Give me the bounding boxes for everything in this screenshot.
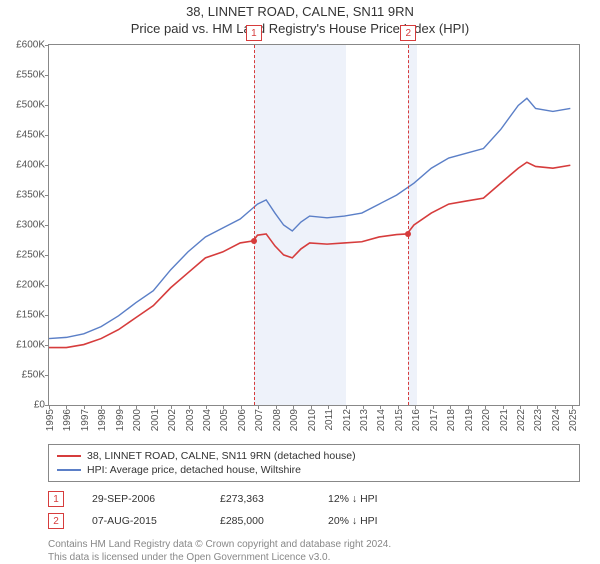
x-axis-label: 2020 <box>481 409 492 431</box>
x-axis-label: 2018 <box>446 409 457 431</box>
x-axis-label: 2000 <box>132 409 143 431</box>
sale-delta: 20% ↓ HPI <box>328 515 378 527</box>
x-axis-label: 2008 <box>272 409 283 431</box>
x-axis-label: 2025 <box>568 409 579 431</box>
x-axis-label: 2014 <box>376 409 387 431</box>
sale-row: 2 07-AUG-2015 £285,000 20% ↓ HPI <box>48 510 580 532</box>
chart-subtitle: Price paid vs. HM Land Registry's House … <box>0 21 600 36</box>
sale-marker-box: 1 <box>246 25 262 41</box>
y-axis-label: £300K <box>16 220 45 231</box>
legend: 38, LINNET ROAD, CALNE, SN11 9RN (detach… <box>48 444 580 482</box>
y-axis-label: £100K <box>16 340 45 351</box>
x-axis-label: 2016 <box>411 409 422 431</box>
x-axis-label: 2001 <box>150 409 161 431</box>
chart-plot-area: £0£50K£100K£150K£200K£250K£300K£350K£400… <box>48 44 580 406</box>
legend-swatch <box>57 455 81 457</box>
x-axis-label: 2003 <box>185 409 196 431</box>
sales-list: 1 29-SEP-2006 £273,363 12% ↓ HPI 2 07-AUG-201… <box>48 488 580 532</box>
y-axis-label: £500K <box>16 100 45 111</box>
x-axis-label: 2015 <box>394 409 405 431</box>
legend-item: HPI: Average price, detached house, Wilt… <box>57 463 571 477</box>
sale-number-box: 1 <box>48 491 64 507</box>
chart-title: 38, LINNET ROAD, CALNE, SN11 9RN <box>0 4 600 19</box>
y-axis-label: £400K <box>16 160 45 171</box>
sale-number-box: 2 <box>48 513 64 529</box>
x-axis-label: 2023 <box>533 409 544 431</box>
legend-item: 38, LINNET ROAD, CALNE, SN11 9RN (detach… <box>57 449 571 463</box>
sale-vertical-line <box>254 45 255 405</box>
legend-swatch <box>57 469 81 471</box>
y-axis-label: £550K <box>16 70 45 81</box>
sale-price: £273,363 <box>220 493 300 505</box>
series-hpi <box>49 98 570 338</box>
sale-dot <box>405 231 411 237</box>
y-axis-label: £200K <box>16 280 45 291</box>
footer: Contains HM Land Registry data © Crown c… <box>48 538 580 564</box>
x-axis-label: 1998 <box>97 409 108 431</box>
sale-vertical-line <box>408 45 409 405</box>
y-axis-label: £0 <box>34 400 45 411</box>
footer-line-2: This data is licensed under the Open Gov… <box>48 551 580 564</box>
x-axis-label: 1996 <box>62 409 73 431</box>
sale-marker-box: 2 <box>400 25 416 41</box>
x-axis-label: 2012 <box>342 409 353 431</box>
x-axis-label: 2002 <box>167 409 178 431</box>
x-axis-label: 1997 <box>80 409 91 431</box>
chart-svg <box>49 45 579 405</box>
y-axis-label: £50K <box>22 370 45 381</box>
sale-row: 1 29-SEP-2006 £273,363 12% ↓ HPI <box>48 488 580 510</box>
y-axis-label: £250K <box>16 250 45 261</box>
x-axis-label: 2007 <box>254 409 265 431</box>
x-axis-label: 2010 <box>307 409 318 431</box>
y-axis-label: £350K <box>16 190 45 201</box>
sale-date: 29-SEP-2006 <box>92 493 192 505</box>
x-axis-label: 2005 <box>219 409 230 431</box>
footer-line-1: Contains HM Land Registry data © Crown c… <box>48 538 580 551</box>
x-axis-label: 2021 <box>499 409 510 431</box>
x-axis-label: 2004 <box>202 409 213 431</box>
sale-date: 07-AUG-2015 <box>92 515 192 527</box>
sale-price: £285,000 <box>220 515 300 527</box>
chart-container: 38, LINNET ROAD, CALNE, SN11 9RN Price p… <box>0 4 600 564</box>
sale-delta: 12% ↓ HPI <box>328 493 378 505</box>
x-axis-label: 2013 <box>359 409 370 431</box>
y-axis-label: £150K <box>16 310 45 321</box>
x-axis-label: 2019 <box>464 409 475 431</box>
sale-dot <box>251 238 257 244</box>
legend-label: 38, LINNET ROAD, CALNE, SN11 9RN (detach… <box>87 450 356 462</box>
x-axis-label: 2009 <box>289 409 300 431</box>
y-axis-label: £600K <box>16 40 45 51</box>
legend-label: HPI: Average price, detached house, Wilt… <box>87 464 301 476</box>
y-axis-label: £450K <box>16 130 45 141</box>
series-price_paid <box>49 162 570 347</box>
x-axis-label: 2011 <box>324 409 335 431</box>
x-axis-label: 1995 <box>45 409 56 431</box>
x-axis-label: 2017 <box>429 409 440 431</box>
x-axis-label: 1999 <box>115 409 126 431</box>
x-axis-label: 2022 <box>516 409 527 431</box>
x-axis-label: 2006 <box>237 409 248 431</box>
x-axis-label: 2024 <box>551 409 562 431</box>
